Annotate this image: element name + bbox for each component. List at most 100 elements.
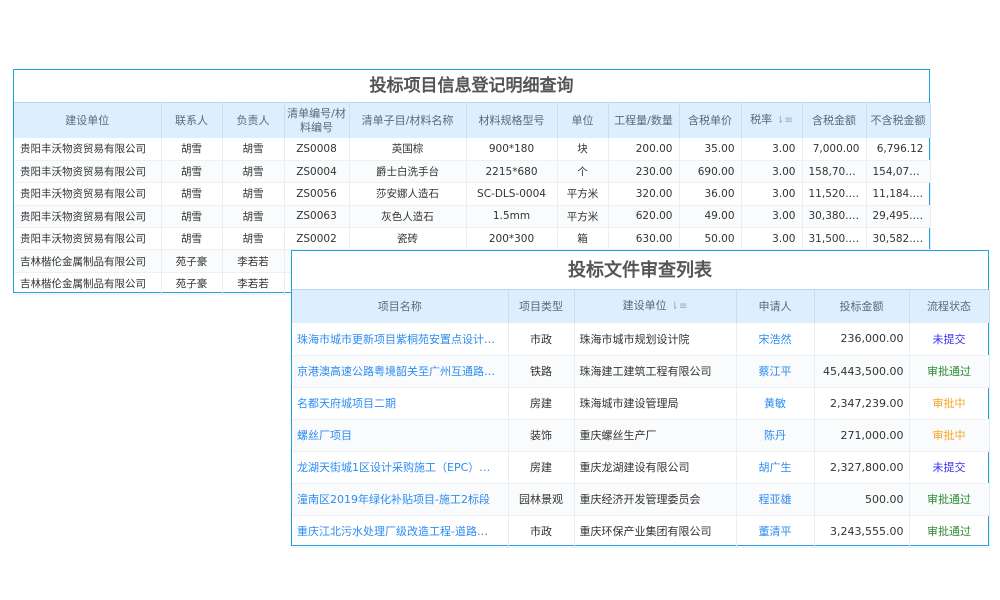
table-cell: 李若若 <box>222 249 285 273</box>
column-header[interactable]: 建设单位 ⇂≡ <box>574 290 737 323</box>
applicant-link[interactable]: 黄敏 <box>736 387 815 420</box>
column-header-label: 投标金额 <box>839 299 884 313</box>
table-row[interactable]: 京港澳高速公路粤境韶关至广州互通路… 铁路 珠海建工建筑工程有限公司 蔡江平 45,44… <box>292 355 990 388</box>
table-cell: 胡雪 <box>222 160 285 184</box>
sort-icon[interactable]: ⇂≡ <box>776 115 793 126</box>
applicant-link[interactable]: 陈丹 <box>736 419 815 452</box>
panel-title: 投标项目信息登记明细查询 <box>14 70 929 103</box>
table-cell: 莎安娜人造石 <box>349 182 467 206</box>
bid-detail-panel: 投标项目信息登记明细查询 建设单位 联系人 负责人 清单编号/材料编号 清单子目/材料名… <box>13 69 931 296</box>
status-badge: 审批通过 <box>909 515 990 548</box>
column-header[interactable]: 清单子目/材料名称 <box>349 103 467 138</box>
column-header-label: 负责人 <box>236 113 270 127</box>
table-cell: 装饰 <box>508 419 575 452</box>
table-cell: 苑子豪 <box>161 272 223 296</box>
column-header[interactable]: 联系人 <box>161 103 223 138</box>
column-header[interactable]: 建设单位 <box>14 103 162 138</box>
column-header-label: 材料规格型号 <box>478 113 545 127</box>
project-name-link[interactable]: 潼南区2019年绿化补贴项目-施工2标段 <box>292 483 509 516</box>
table-row[interactable]: 贵阳丰沃物资贸易有限公司 胡雪 胡雪 ZS0004 爵士白洗手台 2215*680 个 230… <box>14 160 931 184</box>
project-name-link[interactable]: 重庆江北污水处理厂级改造工程-道路… <box>292 515 509 548</box>
column-header[interactable]: 单位 <box>557 103 609 138</box>
table-cell: 胡雪 <box>161 138 223 161</box>
column-header-label: 项目名称 <box>377 299 422 313</box>
table-cell: 贵阳丰沃物资贸易有限公司 <box>14 227 162 251</box>
applicant-link[interactable]: 胡广生 <box>736 451 815 484</box>
table-cell: 块 <box>557 138 609 161</box>
column-header[interactable]: 材料规格型号 <box>466 103 558 138</box>
column-header[interactable]: 税率 ⇂≡ <box>741 103 803 138</box>
sort-icon[interactable]: ⇂≡ <box>670 301 688 312</box>
table-row[interactable]: 龙湖天街城1区设计采购施工（EPC）… 房建 重庆龙湖建设有限公司 胡广生 2,327,… <box>292 451 990 484</box>
project-name-link[interactable]: 名都天府城项目二期 <box>292 387 509 420</box>
column-header[interactable]: 含税金额 <box>802 103 867 138</box>
table-row[interactable]: 螺丝厂项目 装饰 重庆螺丝生产厂 陈丹 271,000.00 审批中 <box>292 419 990 452</box>
table-cell: 李若若 <box>222 272 285 296</box>
applicant-link[interactable]: 董清平 <box>736 515 815 548</box>
project-name-link[interactable]: 螺丝厂项目 <box>292 419 509 452</box>
table-cell: 236,000.00 <box>814 323 910 356</box>
table-row[interactable]: 贵阳丰沃物资贸易有限公司 胡雪 胡雪 ZS0056 莎安娜人造石 SC-DLS-0004 平… <box>14 182 931 206</box>
table-cell: 平方米 <box>557 182 609 206</box>
table-row[interactable]: 重庆江北污水处理厂级改造工程-道路… 市政 重庆环保产业集团有限公司 董清平 3,243… <box>292 515 990 548</box>
table-cell: 贵阳丰沃物资贸易有限公司 <box>14 205 162 229</box>
table-row[interactable]: 潼南区2019年绿化补贴项目-施工2标段 园林景观 重庆经济开发管理委员会 程亚雄 50… <box>292 483 990 516</box>
table-cell: 1.5mm <box>466 205 558 229</box>
column-header[interactable]: 工程量/数量 <box>608 103 680 138</box>
column-header[interactable]: 清单编号/材料编号 <box>284 103 350 138</box>
table-row[interactable]: 贵阳丰沃物资贸易有限公司 胡雪 胡雪 ZS0008 英国棕 900*180 块 200.00 3… <box>14 138 931 161</box>
table-cell: 3.00 <box>741 205 803 229</box>
table-cell: 31,500.00 <box>802 227 867 251</box>
column-header-label: 含税单价 <box>688 113 732 127</box>
table-cell: 3,243,555.00 <box>814 515 910 548</box>
table-cell: 珠海城市建设管理局 <box>574 387 737 420</box>
table-cell: ZS0008 <box>284 138 350 161</box>
column-header-label: 税率 <box>750 113 773 126</box>
status-badge: 未提交 <box>909 323 990 356</box>
column-header[interactable]: 不含税金额 <box>866 103 931 138</box>
table-cell: 158,700... <box>802 160 867 184</box>
table-cell: 36.00 <box>679 182 742 206</box>
table-row[interactable]: 贵阳丰沃物资贸易有限公司 胡雪 胡雪 ZS0063 灰色人造石 1.5mm 平方米 620.0… <box>14 205 931 229</box>
table-cell: 2,327,800.00 <box>814 451 910 484</box>
column-header[interactable]: 申请人 <box>736 290 815 323</box>
table-cell: 胡雪 <box>222 182 285 206</box>
bid-detail-table: 建设单位 联系人 负责人 清单编号/材料编号 清单子目/材料名称 材料规格型号 单位 工程量/… <box>14 103 931 296</box>
table-cell: 320.00 <box>608 182 680 206</box>
column-header[interactable]: 含税单价 <box>679 103 742 138</box>
applicant-link[interactable]: 蔡江平 <box>736 355 815 388</box>
table-cell: 英国棕 <box>349 138 467 161</box>
table-cell: 重庆螺丝生产厂 <box>574 419 737 452</box>
table-cell: 620.00 <box>608 205 680 229</box>
column-header-label: 建设单位 <box>65 113 110 127</box>
column-header-label: 工程量/数量 <box>614 113 673 127</box>
column-header-label: 单位 <box>571 113 594 127</box>
column-header[interactable]: 项目类型 <box>508 290 575 323</box>
table-cell: 胡雪 <box>222 205 285 229</box>
status-badge: 审批中 <box>909 387 990 420</box>
applicant-link[interactable]: 程亚雄 <box>736 483 815 516</box>
column-header[interactable]: 流程状态 <box>909 290 990 323</box>
column-header[interactable]: 项目名称 <box>292 290 509 323</box>
column-header[interactable]: 投标金额 <box>814 290 910 323</box>
table-cell: ZS0063 <box>284 205 350 229</box>
project-name-link[interactable]: 京港澳高速公路粤境韶关至广州互通路… <box>292 355 509 388</box>
table-cell: ZS0056 <box>284 182 350 206</box>
column-header-label: 联系人 <box>175 113 208 127</box>
table-row[interactable]: 珠海市城市更新项目紫桐苑安置点设计… 市政 珠海市城市规划设计院 宋浩然 236,000… <box>292 323 990 356</box>
table-cell: 胡雪 <box>161 160 223 184</box>
table-cell: 630.00 <box>608 227 680 251</box>
table-cell: 铁路 <box>508 355 575 388</box>
table-cell: 200*300 <box>466 227 558 251</box>
table-cell: 50.00 <box>679 227 742 251</box>
table-row[interactable]: 贵阳丰沃物资贸易有限公司 胡雪 胡雪 ZS0002 瓷砖 200*300 箱 630.00 50… <box>14 227 931 251</box>
applicant-link[interactable]: 宋浩然 <box>736 323 815 356</box>
table-row[interactable]: 名都天府城项目二期 房建 珠海城市建设管理局 黄敏 2,347,239.00 审批中 <box>292 387 990 420</box>
table-cell: 贵阳丰沃物资贸易有限公司 <box>14 138 162 161</box>
project-name-link[interactable]: 珠海市城市更新项目紫桐苑安置点设计… <box>292 323 509 356</box>
column-header[interactable]: 负责人 <box>222 103 285 138</box>
table-cell: 271,000.00 <box>814 419 910 452</box>
column-header-label: 建设单位 <box>622 299 667 312</box>
table-cell: 11,184.47 <box>866 182 931 206</box>
project-name-link[interactable]: 龙湖天街城1区设计采购施工（EPC）… <box>292 451 509 484</box>
